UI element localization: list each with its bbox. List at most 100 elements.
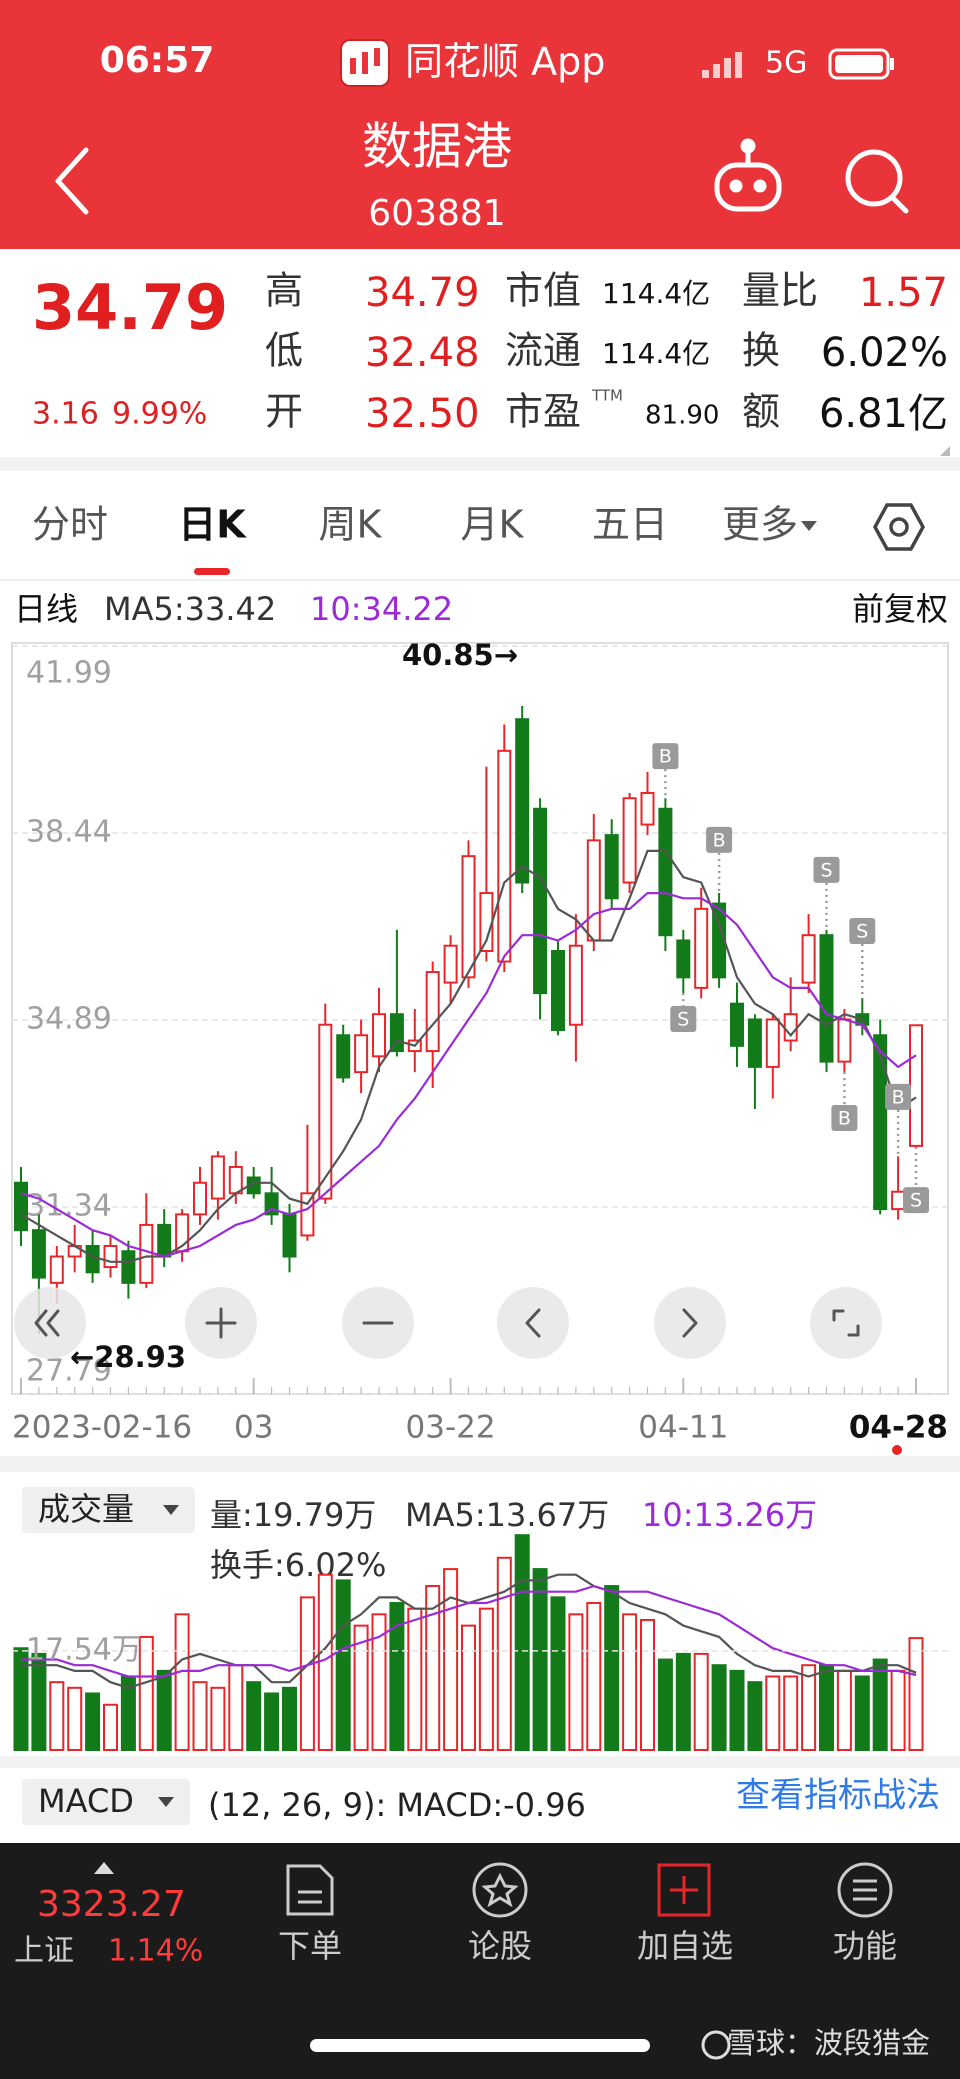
- candle-body: [354, 1034, 369, 1074]
- nav-label[interactable]: 功能: [833, 1927, 897, 1965]
- candle-body: [801, 934, 816, 984]
- robot-button[interactable]: [714, 138, 782, 212]
- app-icon-bar: [362, 52, 368, 74]
- volume-bar: [586, 1602, 602, 1751]
- stat-label: 市值: [505, 269, 581, 313]
- stat-sup: TTM: [591, 387, 623, 405]
- candle-body: [658, 807, 673, 937]
- volume-bar: [711, 1664, 727, 1752]
- stat-label: 额: [742, 390, 780, 434]
- stock-name: 数据港: [362, 118, 512, 176]
- volume-bar: [67, 1686, 83, 1752]
- candle-body: [31, 1229, 46, 1279]
- order-icon: [286, 1864, 334, 1916]
- volume-bar: [765, 1675, 781, 1752]
- adjust-mode[interactable]: 前复权: [852, 590, 948, 628]
- stat-label: 量比: [742, 269, 818, 313]
- candle-body: [497, 749, 512, 963]
- volume-bar: [514, 1534, 530, 1752]
- stat-label: 市盈: [505, 390, 581, 434]
- volume-bar: [389, 1602, 405, 1751]
- candle-body: [676, 939, 691, 979]
- volume-bar: [872, 1658, 888, 1751]
- control-icons: [34, 1307, 860, 1339]
- volume-bar: [31, 1652, 47, 1752]
- add-plus: [670, 1876, 698, 1904]
- volume-bar: [246, 1681, 262, 1751]
- volume-bar: [908, 1637, 924, 1751]
- candle-body: [765, 1018, 780, 1068]
- next-button[interactable]: [654, 1287, 726, 1359]
- candle-body: [85, 1244, 100, 1274]
- signal-label: B: [659, 746, 672, 768]
- nav-label[interactable]: 下单: [278, 1927, 342, 1965]
- candle-body: [837, 1018, 852, 1063]
- macd-selector[interactable]: [22, 1779, 190, 1825]
- candle-body: [443, 944, 458, 984]
- dropdown-arrow: [163, 1505, 179, 1515]
- volume-bar: [890, 1669, 906, 1751]
- stat-label: 开: [265, 390, 303, 434]
- volume-bar: [103, 1703, 118, 1752]
- indicator-link[interactable]: 查看指标战法: [736, 1776, 940, 1816]
- volume-bar: [729, 1669, 745, 1751]
- tab[interactable]: 分时: [32, 503, 108, 547]
- dropdown-arrow: [801, 521, 817, 531]
- volume-bar: [210, 1686, 226, 1752]
- settings-button[interactable]: [873, 503, 925, 551]
- scroll-start-button[interactable]: [14, 1287, 86, 1359]
- chart-controls: [14, 1287, 882, 1359]
- volume-bar: [299, 1596, 315, 1751]
- app-icon-bar: [374, 48, 380, 66]
- volume-value: 量:19.79万: [210, 1496, 376, 1534]
- candle-body: [425, 971, 440, 1053]
- tab[interactable]: 五日: [592, 503, 668, 547]
- menu-icon: [837, 1862, 893, 1918]
- candle-body: [121, 1250, 136, 1284]
- volume-bar: [264, 1692, 280, 1751]
- stat-value: 32.50: [365, 391, 480, 437]
- fullscreen-button[interactable]: [810, 1287, 882, 1359]
- signal-icon: [702, 52, 742, 78]
- tab[interactable]: 月K: [461, 503, 525, 547]
- volume-label: 成交量: [38, 1490, 134, 1528]
- signal-box: [670, 1005, 697, 1032]
- ma10-legend: 10:34.22: [310, 590, 453, 628]
- y-tick-label: 38.44: [26, 815, 112, 850]
- tab[interactable]: 更多: [722, 503, 798, 547]
- x-tick-label: 03-22: [406, 1410, 496, 1446]
- volume-bar: [532, 1568, 548, 1751]
- x-tick-label: 04-28: [849, 1410, 948, 1446]
- volume-selector[interactable]: [22, 1487, 195, 1533]
- latest-dot: [892, 1445, 902, 1455]
- kline-label: 日线: [14, 590, 78, 628]
- signal-label: S: [677, 1008, 689, 1030]
- volume-bar: [496, 1556, 512, 1751]
- candle-body: [103, 1244, 118, 1269]
- tab[interactable]: 周K: [319, 503, 383, 547]
- candle-body: [819, 934, 834, 1063]
- candle-body: [586, 839, 601, 942]
- kline-frame: [11, 642, 949, 1395]
- prev-button[interactable]: [497, 1287, 569, 1359]
- nav-label[interactable]: 加自选: [637, 1927, 733, 1965]
- nav-label[interactable]: 论股: [468, 1927, 532, 1965]
- volume-bar: [819, 1664, 834, 1752]
- battery-level: [835, 55, 883, 73]
- candle-body: [372, 1013, 386, 1058]
- back-button[interactable]: [55, 147, 89, 215]
- candle-body: [622, 797, 637, 884]
- volume-bar: [174, 1613, 190, 1752]
- dropdown-arrow: [158, 1797, 174, 1807]
- stat-value: 114.4亿: [602, 337, 710, 370]
- volume-bar: [335, 1579, 351, 1751]
- volume-bar: [156, 1669, 172, 1751]
- ma10-line: [20, 892, 917, 1258]
- volume-bar: [747, 1681, 763, 1751]
- tab[interactable]: 日K: [178, 503, 247, 547]
- search-button[interactable]: [845, 149, 909, 214]
- index-value[interactable]: 3323.27: [37, 1884, 186, 1925]
- x-tick-label: 03: [234, 1410, 273, 1446]
- volume-bar: [640, 1618, 655, 1751]
- candle-body: [568, 944, 583, 1026]
